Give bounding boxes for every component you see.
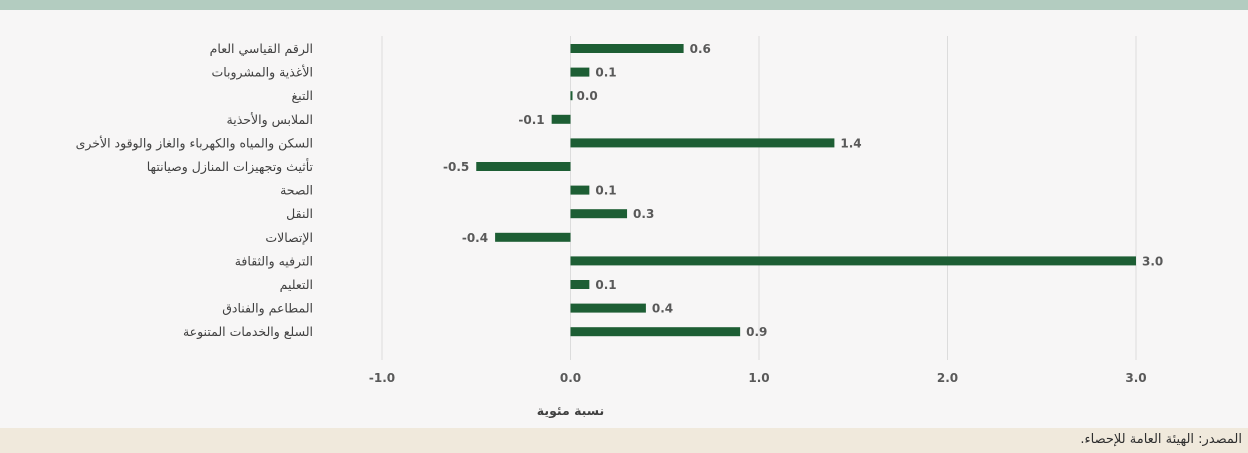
bar (570, 256, 1136, 266)
bar (570, 44, 684, 53)
value-label: -0.5 (443, 160, 469, 174)
bar (570, 209, 628, 219)
value-label: 0.0 (577, 89, 598, 103)
source-band: المصدر: الهيئة العامة للإحصاء. (0, 428, 1248, 453)
gridlines (381, 36, 1137, 360)
bar (570, 327, 741, 337)
value-label: 0.3 (633, 207, 654, 221)
bar (570, 67, 590, 77)
value-label: 0.1 (595, 278, 616, 292)
value-label: 0.6 (690, 42, 711, 56)
bar (495, 232, 571, 242)
bar (570, 280, 590, 289)
category-label: تأثيث وتجهيزات المنازل وصيانتها (147, 158, 314, 175)
x-tick-label: 1.0 (748, 371, 769, 385)
category-label: السكن والمياه والكهرباء والغاز والوقود ا… (76, 135, 313, 151)
x-axis-title: نسبة مئوية (537, 403, 604, 418)
bar (570, 91, 573, 101)
value-label: -0.4 (462, 231, 488, 245)
labels: -1.0 0.0 1.0 2.0 3.0 الرقم القياسي العام 0.6 ال… (76, 41, 1164, 385)
value-label: 0.4 (652, 302, 673, 316)
category-label: الملابس والأحذية (227, 112, 313, 128)
category-label: السلع والخدمات المتنوعة (183, 324, 313, 340)
header-band (0, 0, 1248, 10)
value-label: 0.1 (595, 184, 616, 198)
value-label: 3.0 (1142, 254, 1163, 268)
category-label: الإتصالات (265, 230, 313, 245)
category-label: الرقم القياسي العام (210, 41, 313, 57)
category-label: المطاعم والفنادق (222, 301, 313, 317)
value-label: 0.9 (746, 325, 767, 339)
category-label: الترفيه والثقافة (235, 253, 313, 269)
x-tick-label: 2.0 (937, 371, 958, 385)
bar (570, 303, 646, 313)
value-label: 0.1 (595, 66, 616, 80)
category-label: الصحة (280, 183, 313, 198)
bar (570, 138, 835, 148)
category-label: التعليم (280, 277, 313, 293)
value-label: 1.4 (840, 136, 861, 150)
source-note: المصدر: الهيئة العامة للإحصاء. (1080, 432, 1242, 447)
bar (570, 185, 590, 195)
bar (476, 162, 571, 171)
bar (551, 114, 571, 124)
x-tick-label: 3.0 (1125, 371, 1146, 385)
bars (476, 44, 1136, 337)
bar-chart: -1.0 0.0 1.0 2.0 3.0 الرقم القياسي العام 0.6 ال… (76, 36, 1164, 418)
value-label: -0.1 (518, 113, 544, 127)
category-label: التبغ (292, 88, 313, 103)
x-tick-label: 0.0 (560, 371, 581, 385)
category-label: النقل (286, 206, 313, 221)
x-tick-label: -1.0 (369, 371, 395, 385)
category-label: الأغذية والمشروبات (211, 65, 313, 81)
